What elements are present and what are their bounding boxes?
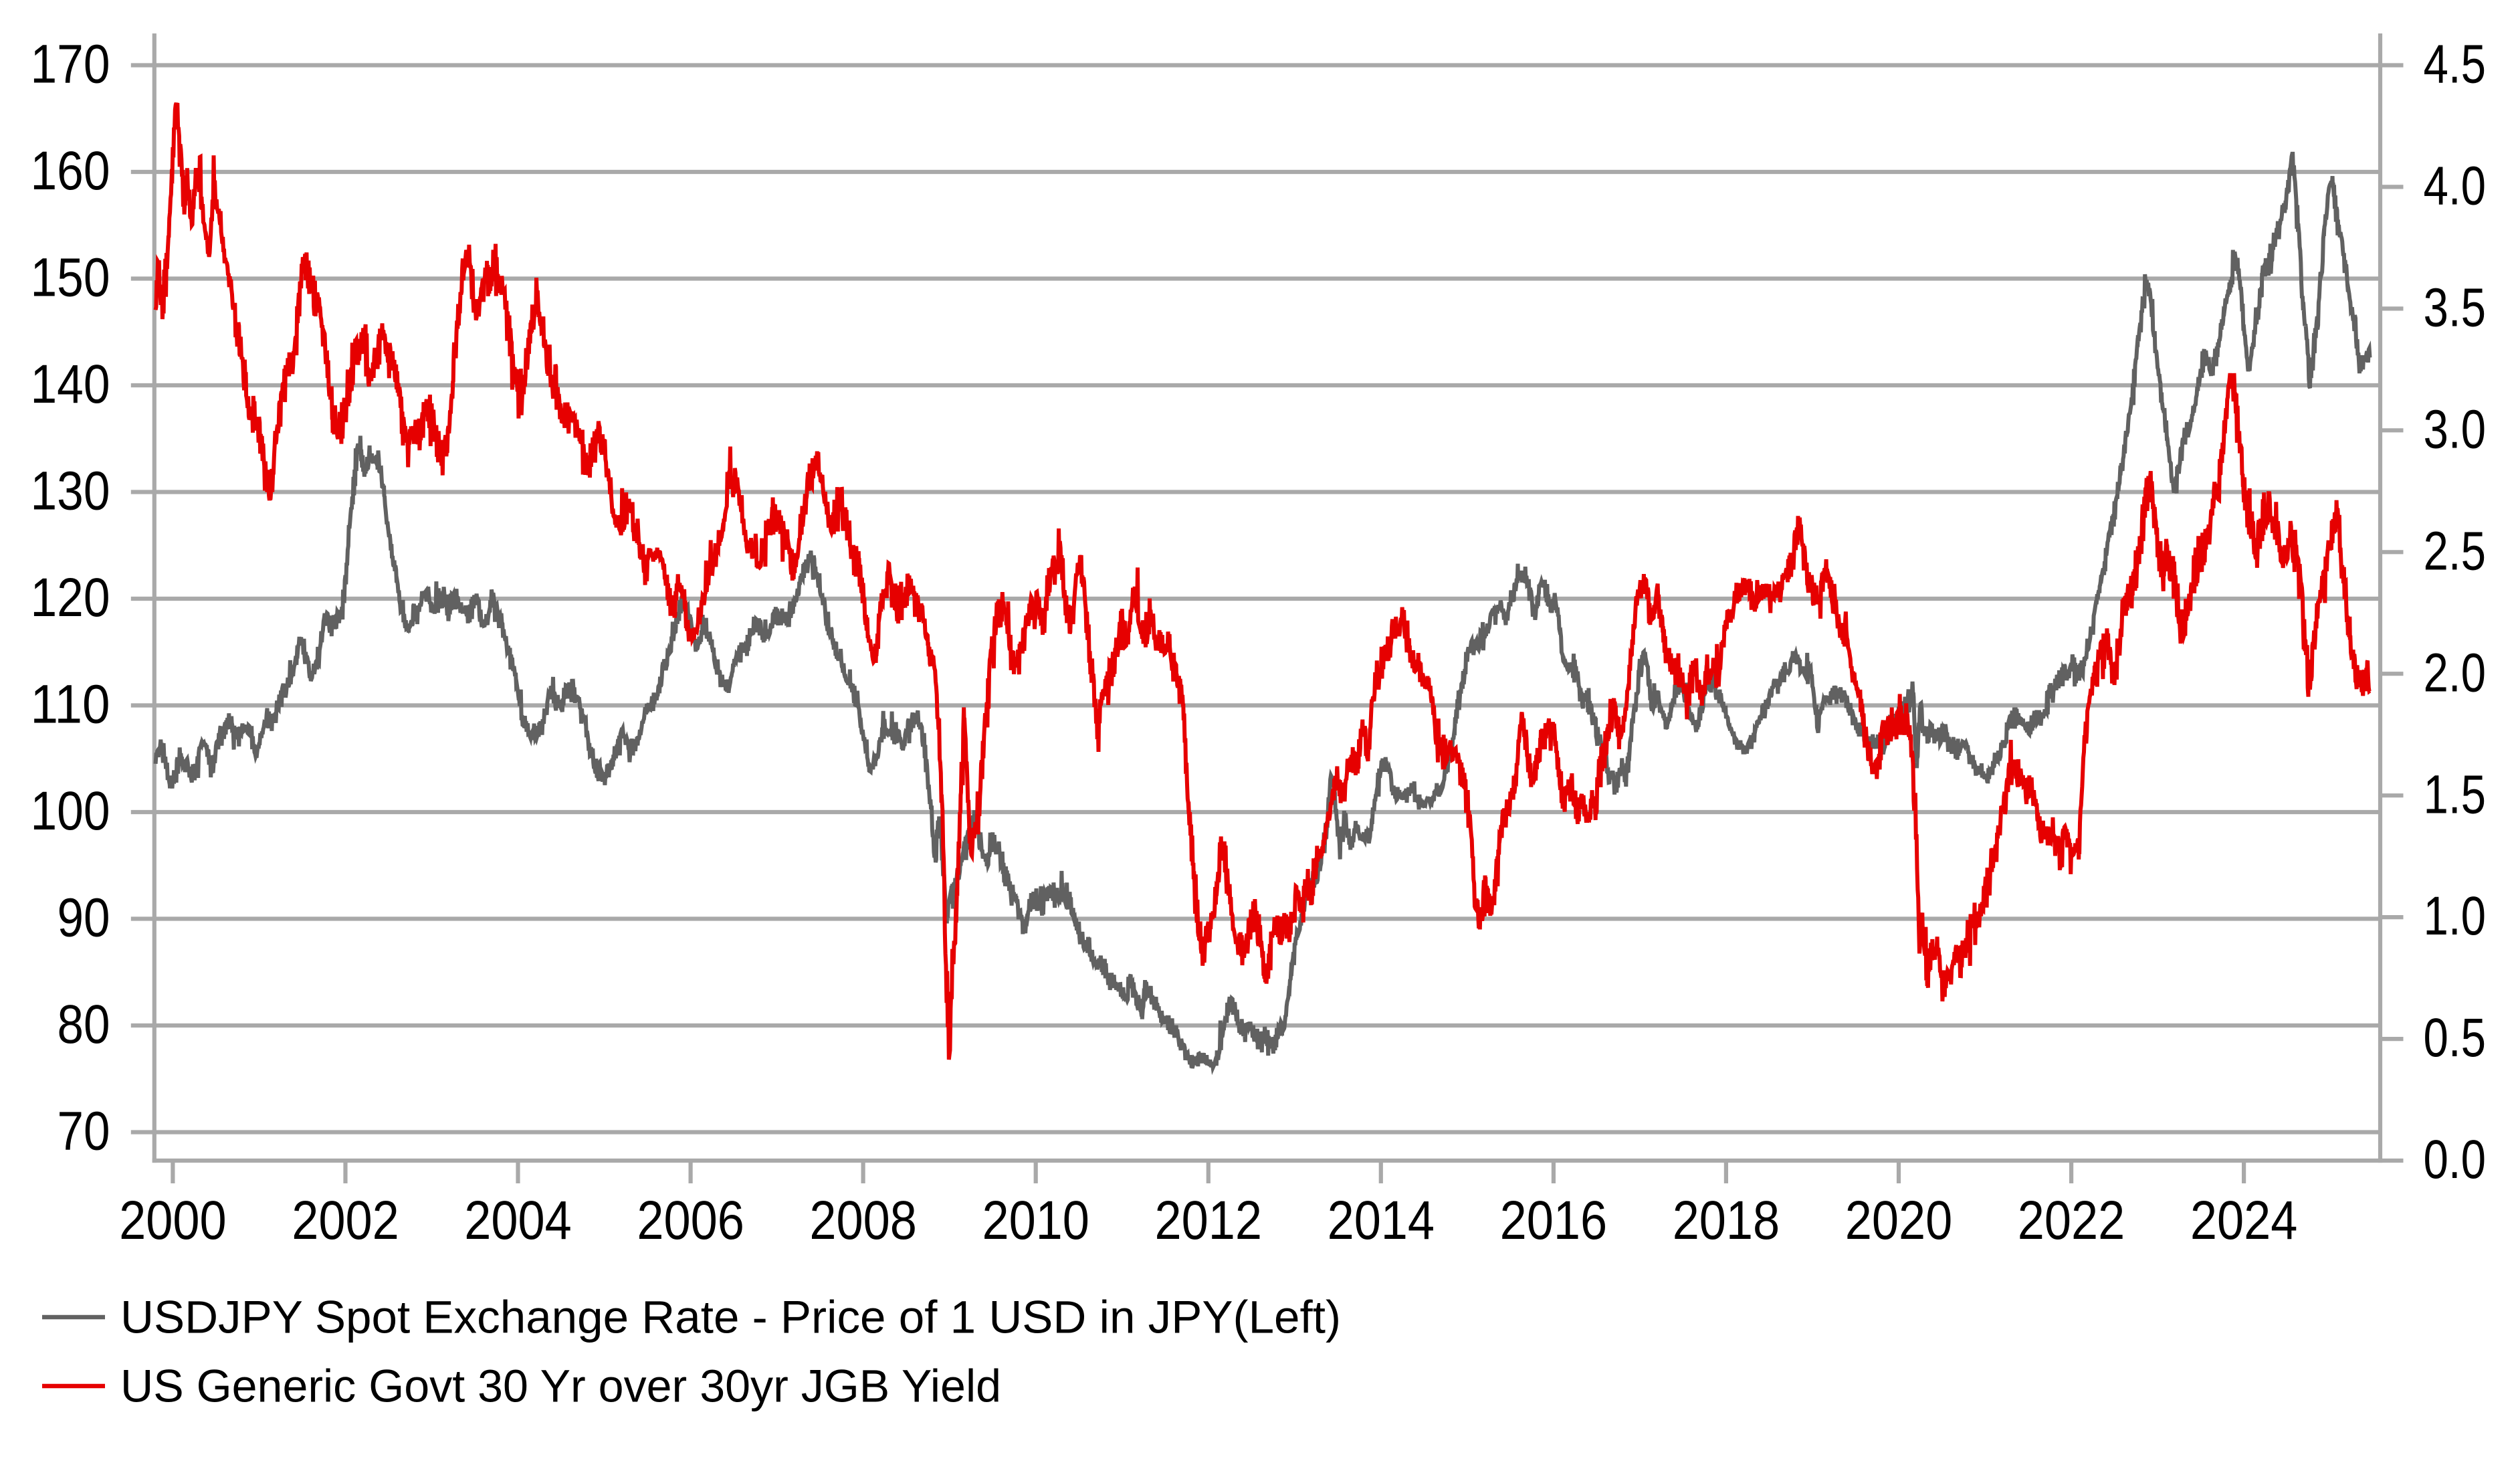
svg-text:3.0: 3.0 [2424, 399, 2487, 460]
svg-text:100: 100 [31, 781, 110, 842]
svg-text:2.0: 2.0 [2424, 642, 2487, 703]
svg-text:2.5: 2.5 [2424, 520, 2487, 581]
svg-text:4.5: 4.5 [2424, 34, 2487, 95]
svg-text:2010: 2010 [982, 1190, 1089, 1251]
svg-text:150: 150 [31, 248, 110, 308]
svg-text:US Generic Govt 30 Yr over 30y: US Generic Govt 30 Yr over 30yr JGB Yiel… [120, 1361, 1001, 1412]
svg-text:70: 70 [58, 1101, 110, 1162]
svg-text:160: 160 [31, 140, 110, 201]
svg-text:1.5: 1.5 [2424, 764, 2487, 825]
svg-text:2018: 2018 [1673, 1190, 1780, 1251]
svg-text:USDJPY Spot Exchange Rate - Pr: USDJPY Spot Exchange Rate - Price of 1 U… [120, 1292, 1341, 1343]
svg-text:1.0: 1.0 [2424, 886, 2487, 947]
svg-text:2014: 2014 [1328, 1190, 1435, 1251]
svg-text:2008: 2008 [809, 1190, 917, 1251]
svg-text:140: 140 [31, 354, 110, 415]
svg-text:0.0: 0.0 [2424, 1129, 2487, 1190]
svg-text:2004: 2004 [464, 1190, 572, 1251]
svg-text:4.0: 4.0 [2424, 156, 2487, 217]
svg-text:2024: 2024 [2190, 1190, 2298, 1251]
svg-text:80: 80 [58, 994, 110, 1055]
svg-text:2012: 2012 [1155, 1190, 1263, 1251]
svg-text:90: 90 [58, 888, 110, 949]
svg-text:0.5: 0.5 [2424, 1007, 2487, 1068]
svg-text:2002: 2002 [292, 1190, 399, 1251]
svg-text:110: 110 [31, 674, 110, 735]
svg-text:3.5: 3.5 [2424, 278, 2487, 338]
svg-text:2022: 2022 [2018, 1190, 2125, 1251]
svg-text:170: 170 [31, 34, 110, 95]
svg-text:2000: 2000 [119, 1190, 227, 1251]
svg-text:120: 120 [31, 567, 110, 628]
svg-text:2020: 2020 [1845, 1190, 1953, 1251]
svg-text:130: 130 [31, 461, 110, 522]
svg-text:2016: 2016 [1500, 1190, 1608, 1251]
svg-text:2006: 2006 [637, 1190, 744, 1251]
